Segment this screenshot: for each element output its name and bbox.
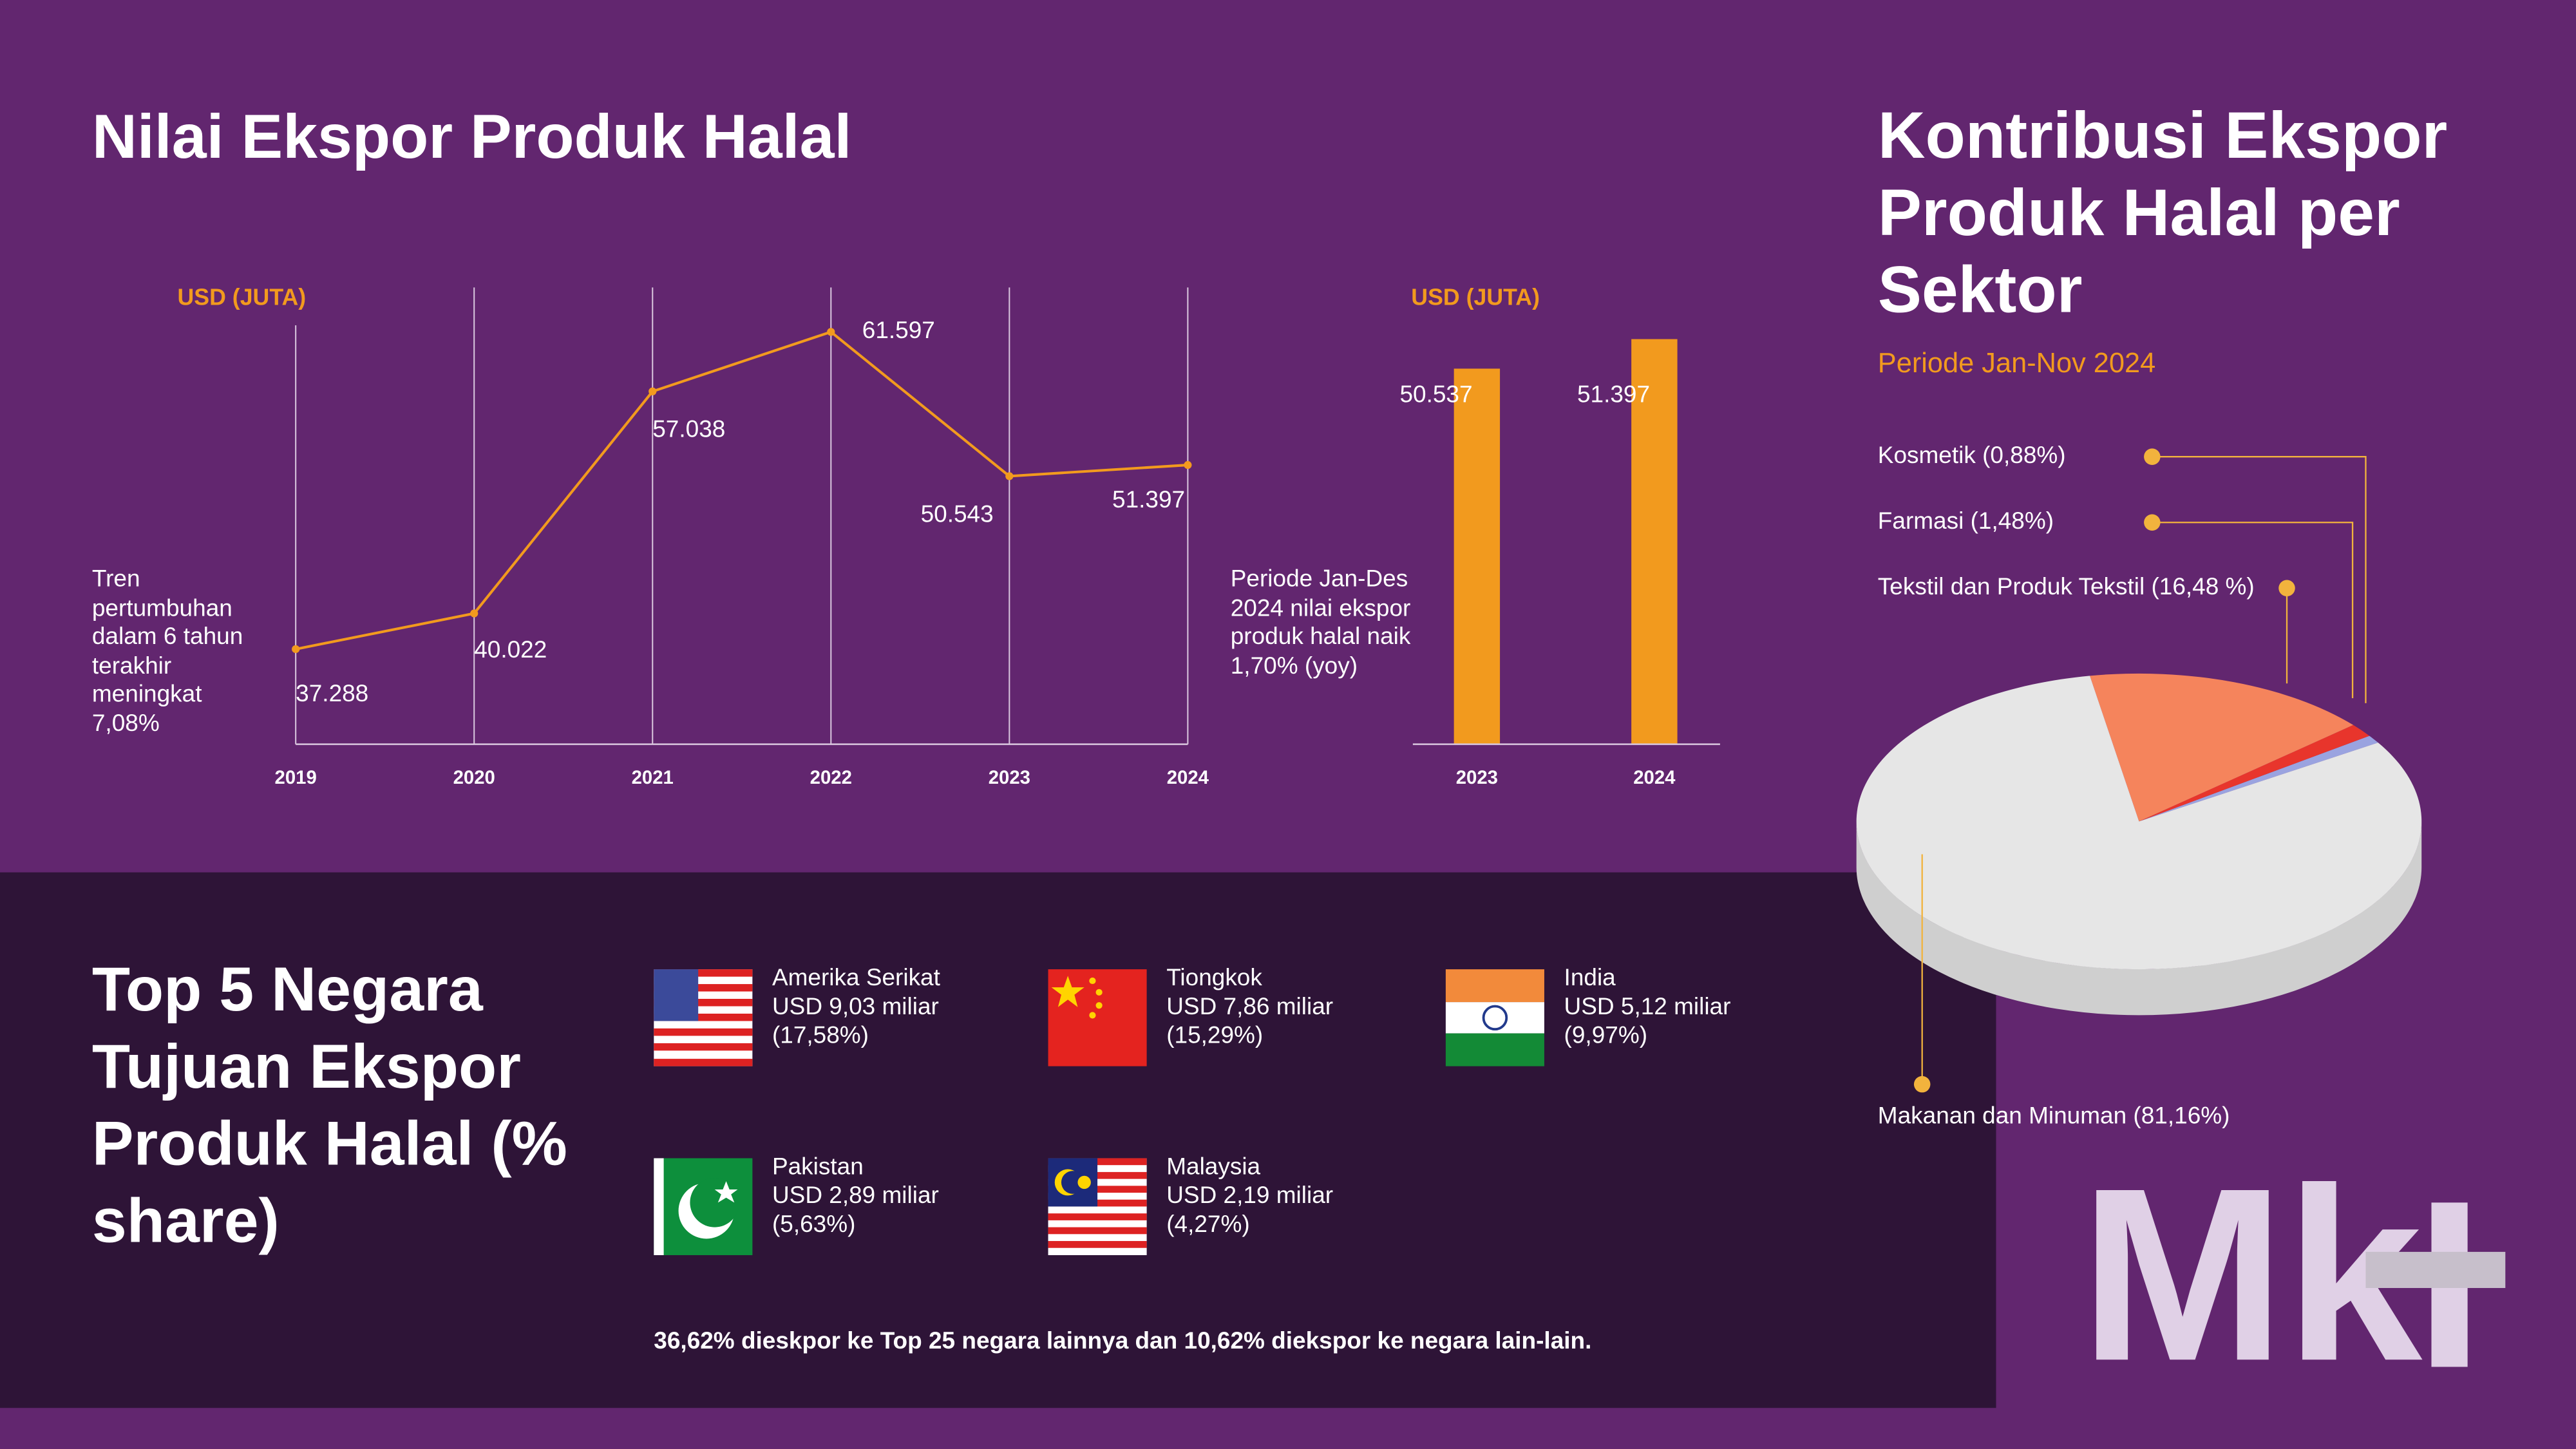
chart-title: Kontribusi Ekspor Produk Halal per Sekto… [1877, 100, 2448, 327]
leader-dot [1913, 1075, 1931, 1093]
point [470, 609, 478, 618]
value-label: 50.537 [1399, 381, 1472, 408]
legend-label: Farmasi (1,48%) [1878, 507, 2054, 534]
country-share: (4,27%) [1166, 1211, 1249, 1237]
x-tick-label: 2022 [810, 767, 852, 788]
legend-label: Makanan dan Minuman (81,16%) [1878, 1102, 2230, 1128]
flag-india [1445, 969, 1544, 1066]
x-tick-label: 2024 [1167, 767, 1209, 788]
legend-label: Tekstil dan Produk Tekstil (16,48 %) [1878, 573, 2255, 600]
flag-malaysia [1048, 1158, 1147, 1255]
leader-line [2152, 456, 2367, 703]
x-tick-label: 2023 [1456, 767, 1498, 788]
flag-us [654, 969, 753, 1066]
point [1184, 460, 1192, 469]
leader-line [2152, 522, 2354, 699]
value-label: 51.397 [1112, 486, 1185, 513]
section-title-box: Top 5 Negara Tujuan Ekspor Produk Halal … [91, 956, 567, 1257]
annotation-box: Periode Jan-Des 2024 nilai ekspor produk… [1230, 567, 1411, 680]
country-share: (15,29%) [1166, 1021, 1263, 1048]
country-name: India [1564, 964, 1616, 990]
point [827, 328, 835, 336]
leader-dot [2144, 514, 2161, 531]
value-label: 57.038 [652, 416, 725, 442]
leader-dot [2278, 580, 2295, 597]
point [1005, 472, 1014, 480]
country-value: USD 9,03 miliar [772, 993, 939, 1019]
value-label: 61.597 [862, 317, 935, 343]
line [295, 330, 1188, 650]
note: 36,62% dieskpor ke Top 25 negara lainnya… [654, 1327, 1591, 1354]
leader-dot [2144, 448, 2161, 465]
pie-slice [2090, 673, 2354, 822]
country-share: (5,63%) [772, 1211, 855, 1237]
dark-band [0, 872, 1996, 1408]
country-value: USD 2,19 miliar [1166, 1182, 1333, 1208]
point [649, 387, 657, 395]
annotation-box: Tren pertumbuhan dalam 6 tahun terakhir … [91, 567, 243, 738]
country-value: USD 2,89 miliar [772, 1182, 939, 1208]
annotation: Periode Jan-Des 2024 nilai ekspor produk… [1230, 567, 1411, 680]
flag-china [1048, 969, 1147, 1066]
country-name: Amerika Serikat [772, 964, 940, 990]
value-label: 50.543 [921, 500, 994, 527]
bar [1631, 339, 1678, 744]
x-tick-label: 2023 [989, 767, 1030, 788]
pie-slice [2139, 724, 2370, 822]
value-label: 51.397 [1577, 381, 1650, 408]
x-tick-label: 2019 [275, 767, 317, 788]
axis-label: USD (JUTA) [178, 285, 307, 310]
pie-slice [2139, 735, 2378, 822]
country-name: Tiongkok [1166, 964, 1262, 990]
value-label: 40.022 [474, 636, 547, 663]
country-name: Malaysia [1166, 1153, 1260, 1180]
annotation: Tren pertumbuhan dalam 6 tahun terakhir … [91, 567, 243, 738]
pie-slice [1856, 676, 2422, 970]
axis-label: USD (JUTA) [1411, 285, 1540, 310]
chart-title: Nilai Ekspor Produk Halal [92, 101, 852, 171]
point [292, 645, 300, 654]
x-tick-label: 2021 [632, 767, 674, 788]
x-tick-label: 2024 [1633, 767, 1676, 788]
section-title: Top 5 Negara Tujuan Ekspor Produk Halal … [91, 956, 567, 1257]
country-share: (17,58%) [772, 1021, 869, 1048]
country-share: (9,97%) [1564, 1021, 1647, 1048]
country-name: Pakistan [772, 1153, 864, 1180]
chart-subtitle: Periode Jan-Nov 2024 [1878, 348, 2155, 379]
legend-label: Kosmetik (0,88%) [1878, 442, 2066, 468]
bar [1454, 368, 1501, 744]
country-value: USD 7,86 miliar [1166, 993, 1333, 1019]
x-tick-label: 2020 [453, 767, 495, 788]
country-value: USD 5,12 miliar [1564, 993, 1731, 1019]
logo-plus [2365, 1251, 2506, 1288]
flag-pakistan [654, 1158, 753, 1255]
pie-side [1856, 821, 2422, 1016]
chart-title-box: Kontribusi Ekspor Produk Halal per Sekto… [1877, 100, 2448, 327]
value-label: 37.288 [296, 680, 368, 706]
